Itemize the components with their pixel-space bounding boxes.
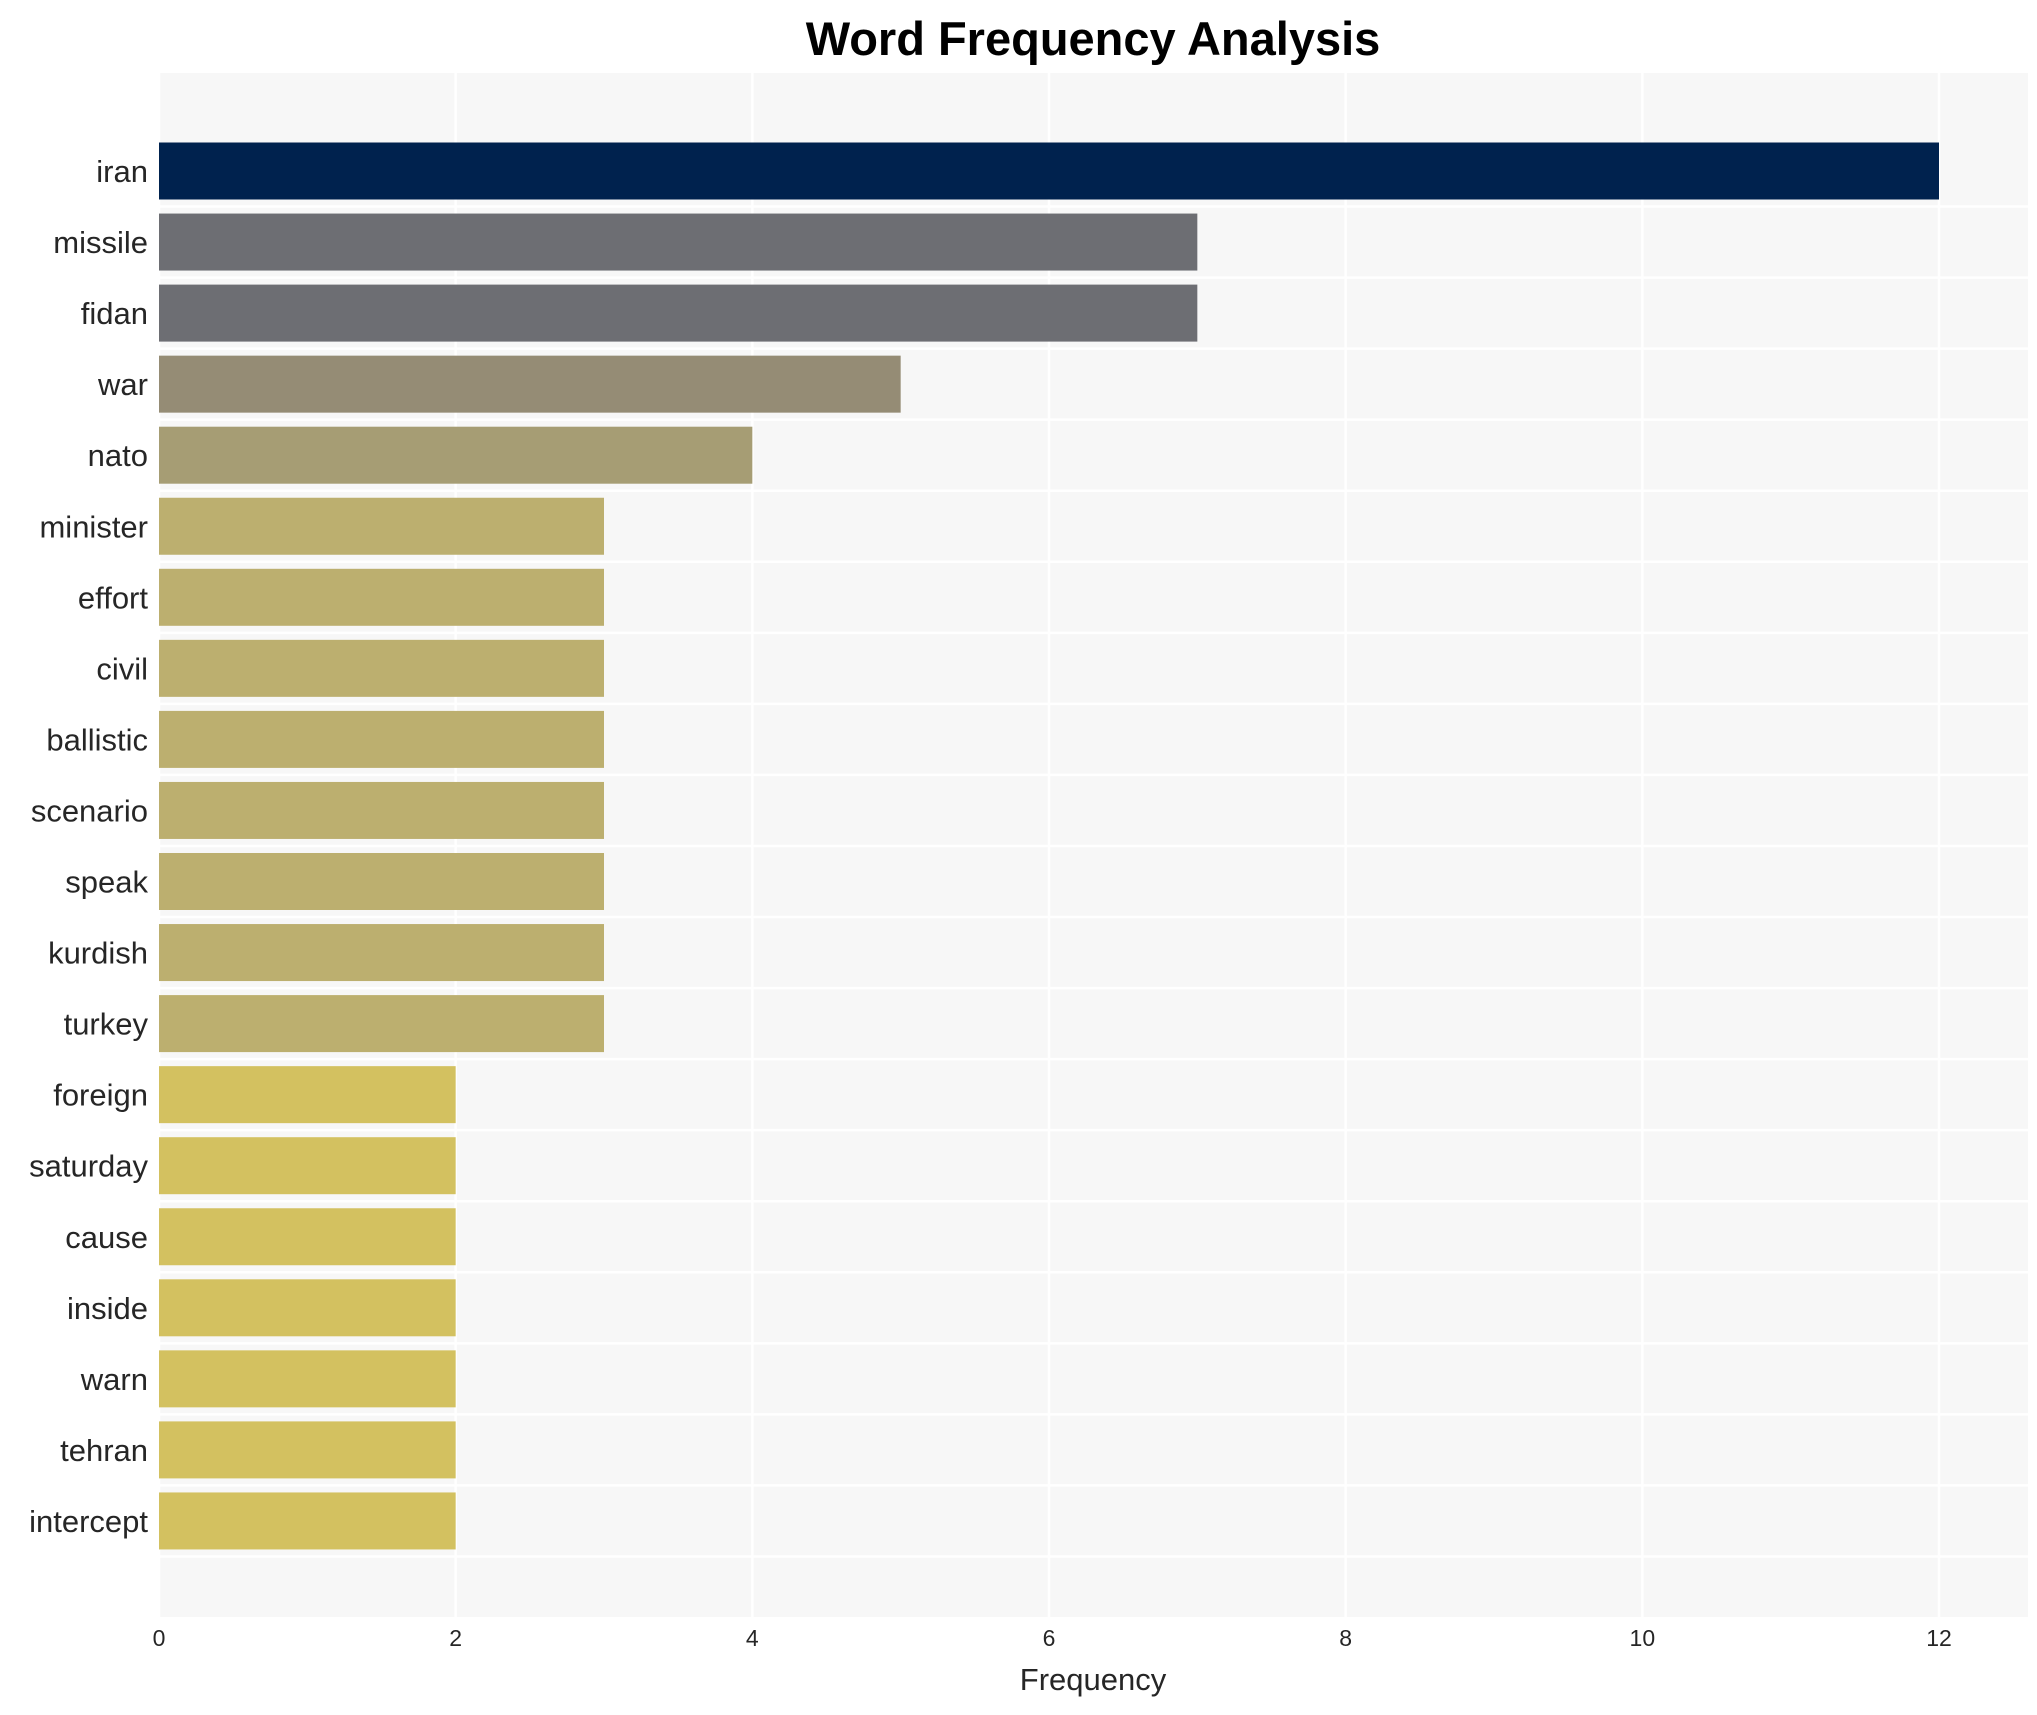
bar-intercept bbox=[159, 1492, 456, 1550]
x-tick-label: 8 bbox=[1339, 1625, 1352, 1651]
y-tick-label: missile bbox=[53, 225, 148, 260]
y-tick-label: effort bbox=[78, 580, 148, 615]
bar-kurdish bbox=[159, 924, 604, 982]
y-tick-label: minister bbox=[39, 509, 148, 544]
y-tick-label: war bbox=[97, 367, 148, 402]
y-tick-label: nato bbox=[88, 438, 148, 473]
y-tick-label: saturday bbox=[29, 1149, 148, 1184]
bar-warn bbox=[159, 1350, 456, 1408]
x-tick-labels: 0 2 4 6 8 10 12 bbox=[153, 1625, 1952, 1651]
bars bbox=[159, 142, 1939, 1550]
x-tick-label: 2 bbox=[449, 1625, 462, 1651]
y-tick-label: scenario bbox=[31, 793, 148, 828]
bar-minister bbox=[159, 497, 604, 555]
y-tick-label: turkey bbox=[64, 1007, 149, 1042]
y-tick-label: cause bbox=[65, 1220, 148, 1255]
x-tick-label: 6 bbox=[1043, 1625, 1056, 1651]
y-tick-label: warn bbox=[80, 1362, 148, 1397]
bar-war bbox=[159, 355, 901, 413]
bar-cause bbox=[159, 1208, 456, 1266]
bar-missile bbox=[159, 213, 1198, 271]
y-tick-label: intercept bbox=[29, 1504, 148, 1539]
y-tick-labels: iran missile fidan war nato minister effort civ… bbox=[29, 154, 148, 1539]
x-tick-label: 10 bbox=[1630, 1625, 1656, 1651]
bar-speak bbox=[159, 853, 604, 910]
y-tick-label: fidan bbox=[81, 296, 148, 331]
x-tick-label: 0 bbox=[153, 1625, 166, 1651]
y-tick-label: civil bbox=[96, 651, 148, 686]
y-tick-label: kurdish bbox=[48, 936, 148, 971]
y-tick-label: inside bbox=[67, 1291, 148, 1326]
bar-iran bbox=[159, 142, 1939, 200]
x-tick-label: 12 bbox=[1926, 1625, 1952, 1651]
bar-ballistic bbox=[159, 710, 604, 768]
bar-tehran bbox=[159, 1421, 456, 1479]
bar-saturday bbox=[159, 1137, 456, 1195]
y-tick-label: iran bbox=[96, 154, 148, 189]
x-tick-label: 4 bbox=[746, 1625, 759, 1651]
chart-title: Word Frequency Analysis bbox=[806, 12, 1381, 65]
bar-nato bbox=[159, 426, 753, 484]
bar-inside bbox=[159, 1279, 456, 1337]
y-tick-label: tehran bbox=[60, 1433, 148, 1468]
y-tick-label: speak bbox=[65, 865, 148, 900]
bar-effort bbox=[159, 568, 604, 626]
y-tick-label: ballistic bbox=[46, 722, 148, 757]
x-axis-label: Frequency bbox=[1020, 1662, 1167, 1697]
bar-fidan bbox=[159, 284, 1198, 342]
y-tick-label: foreign bbox=[53, 1078, 148, 1113]
bar-turkey bbox=[159, 995, 604, 1053]
bar-scenario bbox=[159, 781, 604, 839]
bar-foreign bbox=[159, 1066, 456, 1124]
bar-civil bbox=[159, 639, 604, 697]
